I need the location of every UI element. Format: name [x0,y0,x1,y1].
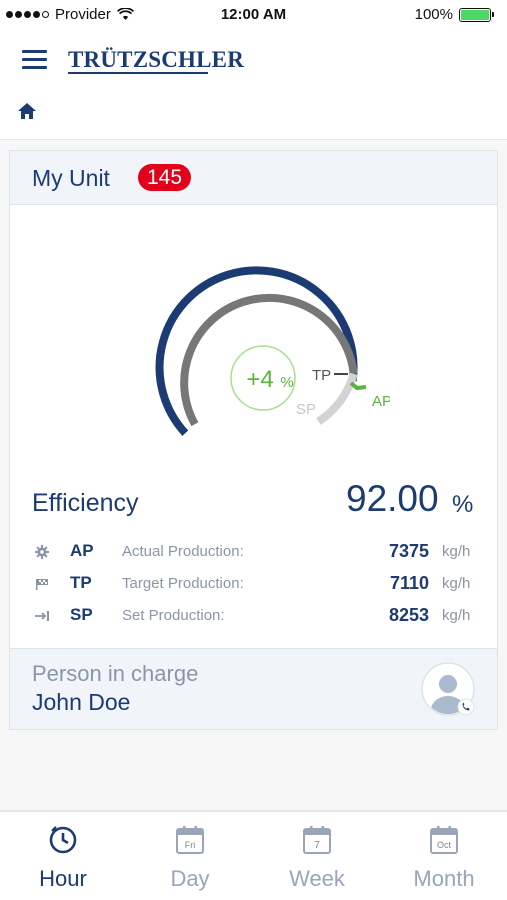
tab-day[interactable]: Fri Day [127,812,253,900]
production-name: Actual Production: [122,543,244,560]
person-label: Person in charge [32,661,199,686]
status-right: 100% [414,6,494,23]
unit-title: My Unit [32,165,110,191]
gauge-set-arc [316,372,358,425]
contact-avatar[interactable] [421,662,475,716]
production-name: Target Production: [122,575,244,592]
gauge-ap-label: AP [372,393,390,410]
status-bar: Provider 12:00 AM 100% [0,0,507,30]
production-row-tp: TP Target Production: 7110 kg/h [10,569,497,599]
production-value: 7375 [388,541,429,561]
production-value: 8253 [388,605,429,625]
brand-logo: TRÜTZSCHLER [68,47,245,72]
gauge-outer-arc [155,266,358,436]
efficiency-value: 92.00 [346,478,439,519]
production-unit: kg/h [442,607,471,624]
efficiency-gauge: +4 % TP SP AP [155,266,390,436]
production-row-ap: AP Actual Production: 7375 kg/h [10,537,497,567]
menu-icon[interactable] [22,50,47,70]
gauge-delta-unit: % [280,374,293,391]
tab-week[interactable]: 7 Week [254,812,380,900]
flag-icon [36,579,48,590]
tab-month[interactable]: Oct Month [381,812,507,900]
gauge-sp-label: SP [296,401,316,418]
signal-icon [6,11,49,18]
phone-icon [457,698,475,716]
production-row-sp: SP Set Production: 8253 kg/h [10,601,497,631]
production-code: TP [70,573,92,592]
tab-label: Day [170,866,210,891]
home-icon[interactable] [16,100,38,122]
production-value: 7110 [389,573,429,593]
status-left: Provider [6,6,134,23]
calendar-icon: Fri [176,826,204,854]
calendar-icon: Oct [430,826,458,854]
arrow-to-line-icon [35,611,49,621]
battery-percent: 100% [414,6,453,23]
efficiency-unit: % [452,491,474,518]
gauge-target-arc [180,293,358,427]
efficiency-label: Efficiency [32,489,139,517]
calendar-badge: Oct [437,840,452,850]
production-code: AP [70,541,94,560]
gauge-ap-marker [349,381,367,391]
calendar-badge: 7 [314,840,320,851]
production-name: Set Production: [122,607,225,624]
status-time: 12:00 AM [220,6,287,23]
person-name: John Doe [32,689,131,715]
gauge-tp-label: TP [312,367,331,384]
tab-label: Month [413,866,475,891]
carrier-name: Provider [55,6,111,23]
tab-hour[interactable]: Hour [0,812,126,900]
production-code: SP [70,605,93,624]
unit-count-badge: 145 [138,164,192,191]
gear-icon [35,545,49,559]
gauge-delta-value: +4 [246,366,273,393]
calendar-icon: 7 [303,826,331,854]
production-unit: kg/h [442,543,471,560]
calendar-badge: Fri [185,840,196,850]
bottom-nav: Hour Fri Day 7 Week Oct Month [0,810,507,900]
battery-icon [459,7,494,22]
production-unit: kg/h [442,575,471,592]
wifi-icon [116,8,134,20]
unit-card[interactable]: My Unit 145 +4 % TP SP AP Efficiency 92.… [9,150,498,730]
person-in-charge: Person in charge John Doe [10,648,497,729]
tab-label: Week [289,866,345,891]
app-header: TRÜTZSCHLER [0,30,507,140]
tab-label: Hour [39,866,87,891]
clock-icon [49,826,77,854]
logo-underline [68,72,208,74]
card-header: My Unit 145 [10,151,497,205]
gauge-center-circle [230,345,296,411]
